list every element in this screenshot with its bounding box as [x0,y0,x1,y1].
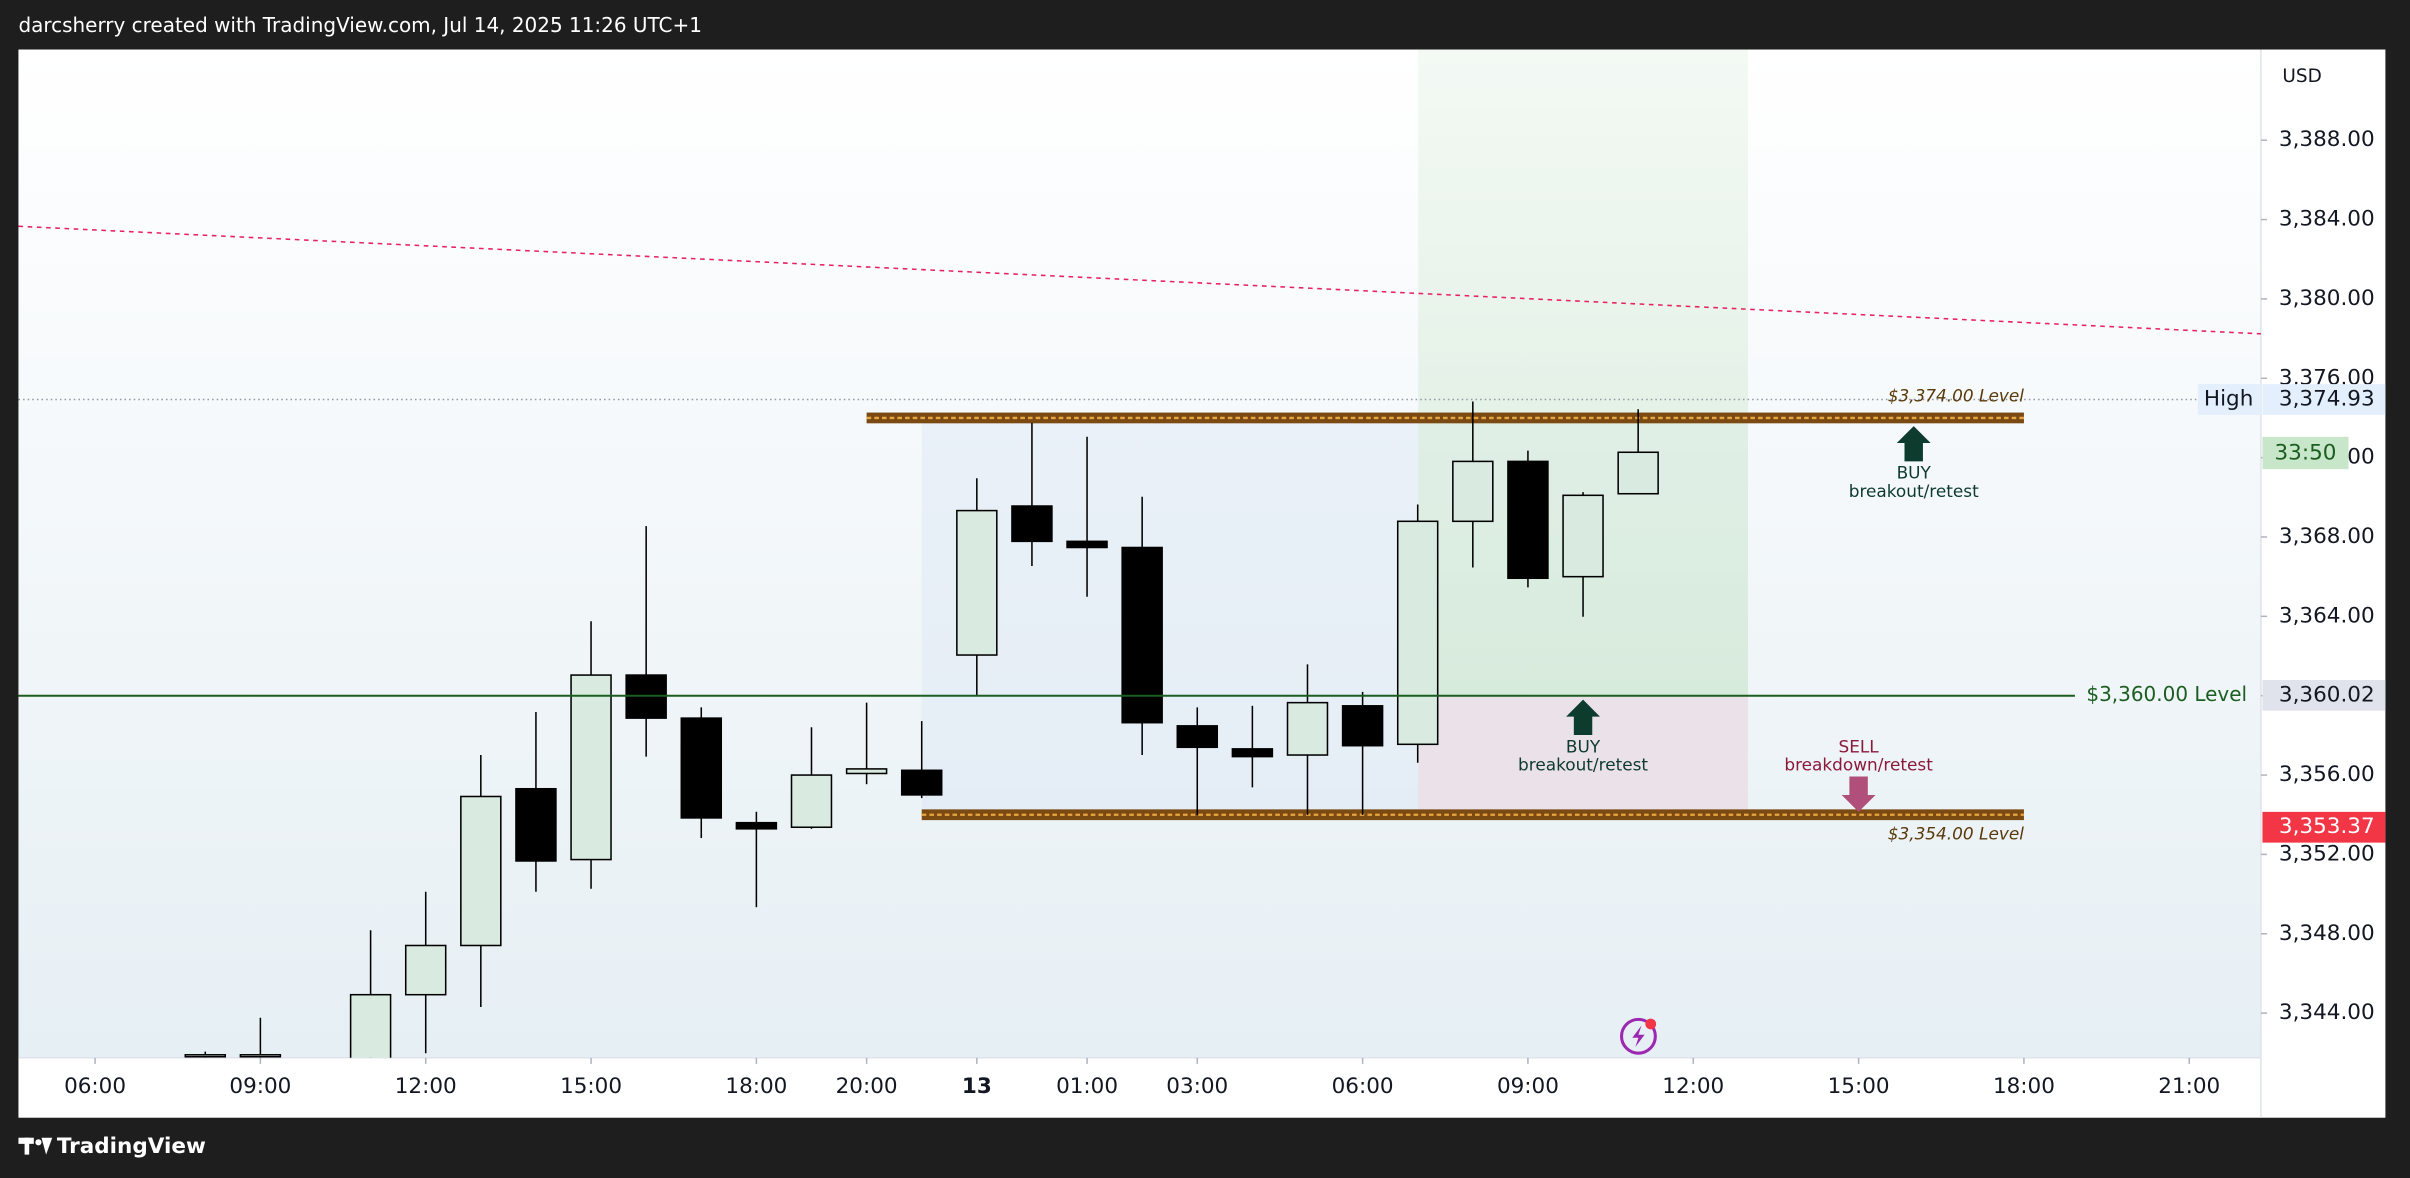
signal-text: breakdown/retest [1784,755,1933,775]
candle-body [1231,748,1274,758]
time-axis [18,1057,2261,1118]
logo [18,1137,53,1155]
price-badge [2262,811,2386,843]
candle-body [735,821,778,830]
x-tick-label: 01:00 [1056,1074,1118,1099]
y-tick-label: 3,368.00 [2279,524,2375,549]
signal-arrow [1566,699,1600,736]
candle-body [680,717,723,819]
candle-body [1452,460,1494,523]
x-tick-label: 12:00 [395,1074,457,1099]
candle-body [184,1054,227,1058]
y-tick-label: 3,384.00 [2279,207,2375,232]
signal-label: BUY [1897,463,1932,483]
x-tick-label: 15:00 [560,1074,622,1099]
x-tick-label: 12:00 [1662,1074,1724,1099]
candle-body [1066,540,1108,549]
x-tick-label: 15:00 [1828,1074,1890,1099]
x-tick-label: 18:00 [725,1074,787,1099]
footer-brand: TradingView [57,1134,206,1159]
candle-body [790,774,833,829]
candle-body [1341,705,1384,747]
x-tick-label: 13 [962,1074,992,1099]
y-tick-label: 3,388.00 [2279,127,2375,152]
plot [18,49,2261,1058]
candle-body [845,768,888,775]
candle-body [349,993,392,1058]
price-badge [2262,679,2386,711]
currency: USD [2282,66,2321,87]
candle-body [1507,460,1549,580]
x-tick-label: 09:00 [1497,1074,1559,1099]
candle-body [1286,701,1329,756]
price-badge-name-bg [2197,384,2261,415]
signal-arrow [1896,426,1931,462]
price-badge-name: High [2204,386,2253,411]
x-tick-label: 03:00 [1166,1074,1228,1099]
price-axis [2260,49,2386,1118]
candle-body [1396,520,1439,746]
header: darcsherry created with TradingView.com,… [18,13,702,37]
signal-label: SELL [1838,736,1879,756]
price-badge [2262,384,2386,415]
x-tick-label: 20:00 [836,1074,898,1099]
y-tick-label: 3,364.00 [2279,603,2375,628]
price-badge-label: 3,374.93 [2279,386,2375,411]
signal-arrow [1841,776,1876,812]
x-tick-label: 06:00 [1332,1074,1394,1099]
candle-body [1562,494,1604,578]
x-tick-label: 18:00 [1993,1074,2055,1099]
level-label: $3,374.00 Level [1888,385,2025,405]
candle-body [515,787,557,862]
level-label: $3,354.00 Level [1888,824,2025,844]
y-tick-label: 3,380.00 [2279,286,2375,311]
x-tick-label: 21:00 [2158,1074,2220,1099]
candle-body [1176,725,1219,749]
signal-text: breakout/retest [1849,481,1979,501]
y-tick-label: 3,352.00 [2279,841,2375,866]
signal-label: BUY [1566,736,1601,756]
countdown: 33:50 [2275,441,2337,466]
candle-body [956,509,998,656]
y-tick-label: 3,344.00 [2279,1000,2375,1025]
x-tick-label: 09:00 [229,1074,291,1099]
lightning-icon [1619,1017,1657,1055]
countdown-bg [2262,436,2349,470]
price-badge-label: 3,360.02 [2279,682,2375,707]
y-tick-label: 3,348.00 [2279,921,2375,946]
level-band [921,809,2024,821]
candle-body [1617,451,1659,495]
candle-body [404,944,447,996]
candle-body [1011,505,1053,543]
y-tick-label: 3,356.00 [2279,762,2375,787]
candle-body [900,769,943,796]
level-label: $3,360.00 Level [2086,682,2247,706]
price-badge-label: 3,353.37 [2279,814,2375,839]
candle-body [239,1054,282,1058]
candle-body [460,795,502,947]
candle-body [1121,546,1163,724]
x-tick-label: 06:00 [64,1074,126,1099]
signal-text: breakout/retest [1518,755,1648,775]
candle-body [570,674,612,861]
